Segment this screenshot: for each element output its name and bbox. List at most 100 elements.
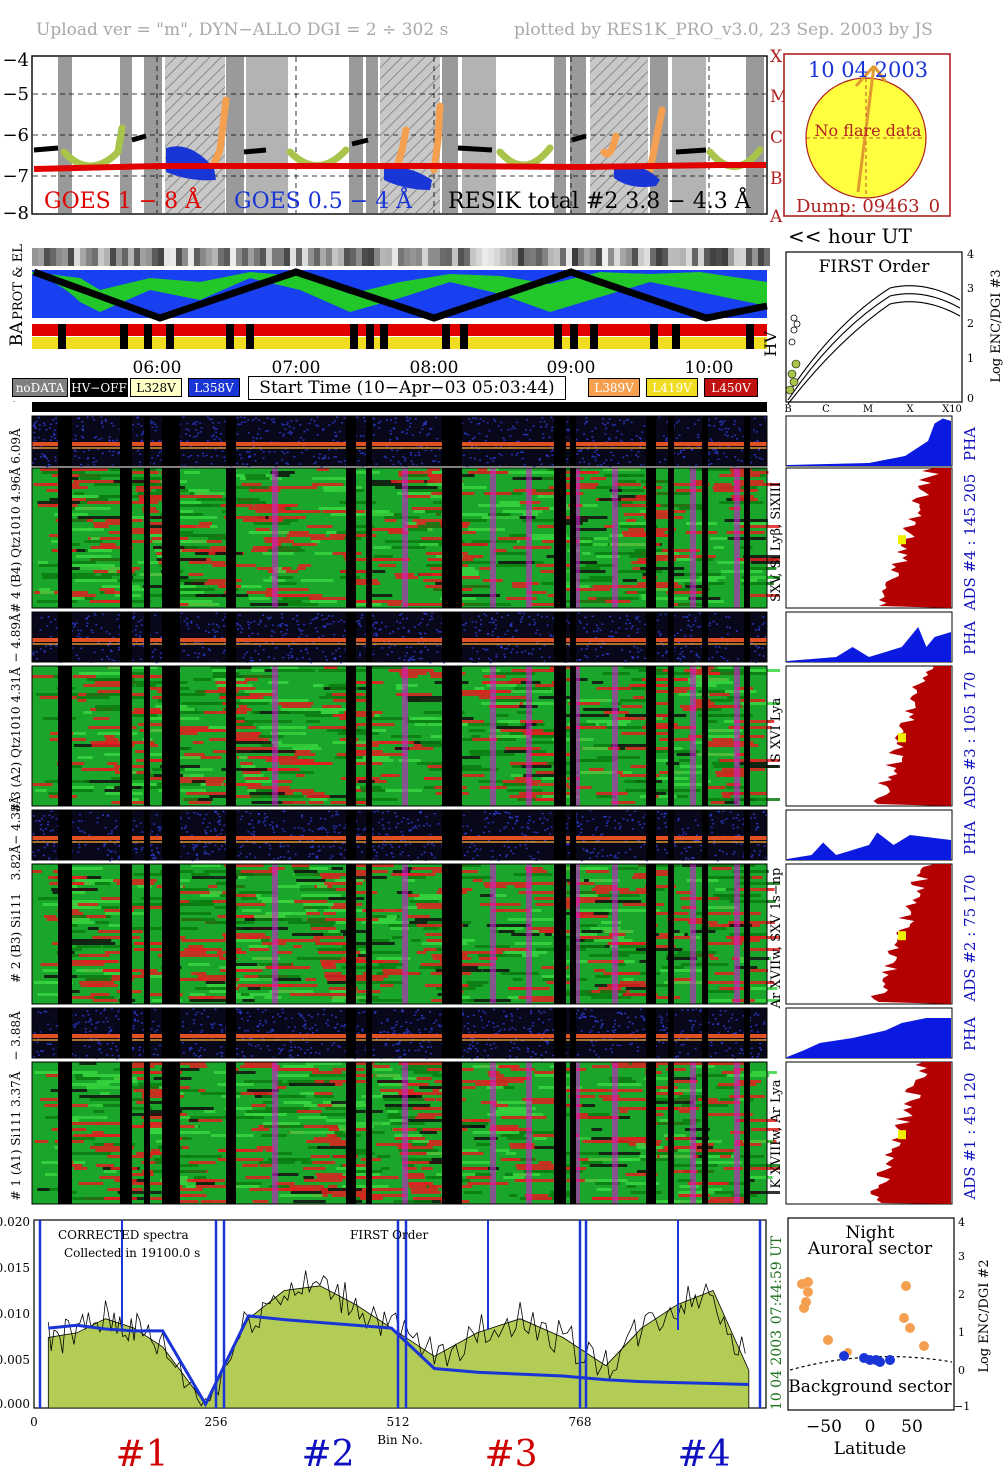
bin-label: Bin No.: [377, 1433, 423, 1447]
goes-y-ticks: −4 −5 −6 −7 −8: [2, 50, 29, 224]
ads1-label: ADS #1 : 45 120: [961, 1072, 979, 1200]
svg-text:4: 4: [967, 248, 974, 261]
svg-text:HV: HV: [764, 331, 780, 357]
background-label: Background sector: [788, 1377, 952, 1397]
aurora-panel: Night Auroral sector Background sector 4…: [787, 1216, 992, 1459]
svg-text:M: M: [863, 404, 873, 414]
sun-panel: 10 04 2003 No flare data Dump: 09463_0 <…: [783, 53, 951, 246]
ch3-pha-label: PHA: [961, 621, 979, 655]
corrected-label: CORRECTED spectra: [58, 1228, 189, 1242]
goes18-curve: [33, 162, 766, 172]
svg-text:07:00: 07:00: [272, 358, 321, 378]
svg-text:2: 2: [967, 317, 974, 330]
goes-class-letters: X M C B A: [769, 47, 787, 227]
key-l419: L419V: [646, 378, 698, 397]
hour-ut-label: << hour UT: [788, 224, 912, 246]
upload-header: Upload ver = "m", DYN−ALLO DGI = 2 ÷ 302…: [36, 20, 449, 40]
sun-date: 10 04 2003: [808, 58, 928, 82]
svg-text:9: 9: [566, 229, 577, 230]
ads3-label: ADS #3 : 105 170: [961, 672, 979, 810]
svg-text:− 3.88Å: − 3.88Å: [8, 1011, 23, 1061]
ch2-label: # 2 (B3) Si111: [9, 893, 23, 983]
background-points: [839, 1351, 895, 1367]
svg-text:7: 7: [291, 229, 302, 230]
svg-text:06:00: 06:00: [133, 358, 182, 378]
svg-text:10:00: 10:00: [685, 358, 734, 378]
ba-yellow-strip: [32, 337, 767, 349]
latitude-label: Latitude: [834, 1439, 906, 1459]
tc-label: tc: [12, 398, 26, 402]
sun-arrow: [854, 64, 888, 193]
ads-pha-panels: SXV, Si Lyβ, SiXIII S XVI Lya Ar XVIIw, …: [770, 415, 979, 1205]
ch2-pha-label: PHA: [961, 821, 979, 855]
resik-curve: [33, 133, 707, 155]
svg-text:0: 0: [967, 392, 974, 405]
prot-el-green: [32, 272, 767, 312]
svg-text:M: M: [770, 87, 787, 107]
aurora-x-ticks: −50 0 50: [806, 1417, 923, 1437]
ads4-label: ADS #4 : 145 205: [961, 474, 979, 612]
time-ticks: 06:00 07:00 08:00 09:00 10:00: [133, 358, 734, 378]
aurora-y-ticks: 4 3 2 1 0 −1: [954, 1216, 970, 1413]
svg-text:−5: −5: [2, 84, 29, 105]
plotted-header: plotted by RES1K_PRO_v3.0, 23 Sep. 2003 …: [514, 20, 933, 40]
svg-text:Log ENC/DGI #3: Log ENC/DGI #3: [989, 269, 1004, 382]
goes054-legend: GOES 0.5 − 4 Å: [234, 186, 413, 214]
svg-text:−8: −8: [2, 203, 29, 224]
svg-text:8: 8: [429, 229, 440, 230]
key-l328: L328V: [130, 378, 182, 397]
svg-text:X: X: [906, 404, 914, 414]
ch4-pha-label: PHA: [961, 427, 979, 461]
first-order-y-ticks: 4 3 2 1 0: [967, 248, 974, 405]
svg-text:6.09Å: 6.09Å: [8, 428, 23, 464]
svg-text:C: C: [770, 128, 783, 148]
svg-text:BA: BA: [7, 321, 27, 346]
svg-text:1: 1: [967, 352, 974, 365]
status-strips: PROT & EL BA 06:00 07:00 08:00 09:00 10:…: [7, 244, 770, 402]
key-l389: L389V: [588, 378, 640, 397]
first-order-label: FIRST Order: [350, 1228, 428, 1242]
goes-grid: [33, 57, 766, 213]
key-hvoff: HV−OFF: [70, 378, 128, 397]
first-order-x-ticks: B C M X X10: [784, 404, 962, 414]
hour-ticks: 6 7 8 9 10: [152, 229, 720, 230]
ch4-label: # 4 (B4) Qtz1010 4.96Å: [8, 467, 23, 613]
goes-lightcurve-panel: −4 −5 −6 −7 −8 X M C B A GOES 1 − 8 Å GO…: [2, 47, 787, 230]
goes18-legend: GOES 1 − 8 Å: [44, 186, 202, 214]
svg-text:PROT & EL: PROT & EL: [11, 244, 26, 320]
first-order-curves: [787, 285, 961, 405]
spectrum-panel: CORRECTED spectra Collected in 19100.0 s…: [0, 1215, 784, 1475]
no-flare-text: No flare data: [815, 121, 922, 140]
ch1-label: # 1 (A1) Si111 3.37Å: [8, 1071, 23, 1200]
auroral-label: Auroral sector: [807, 1239, 933, 1259]
svg-text:−6: −6: [2, 125, 29, 146]
svg-text:09:00: 09:00: [547, 358, 596, 378]
dump-text: Dump: 09463_0: [796, 196, 940, 217]
spectrum-first-order-line: [48, 1314, 749, 1408]
start-time-box: Start Time (10−Apr−03 05:03:44): [248, 376, 566, 400]
spectrum-y-ticks: 0.020 0.015 0.010 0.005 0.000: [0, 1215, 30, 1411]
svg-text:C: C: [822, 404, 830, 414]
svg-text:6: 6: [152, 229, 163, 230]
resik-legend: RESIK total #2 3.8 − 4.3 Å: [448, 186, 752, 214]
night-label: Night: [846, 1223, 895, 1243]
svg-text:3: 3: [967, 282, 974, 295]
ba-red-strip: [32, 324, 767, 336]
ch3-label: # 3 (A2) Qtz1010 4.31Å: [8, 667, 23, 813]
svg-text:−4: −4: [2, 50, 29, 71]
svg-text:B: B: [770, 169, 783, 189]
svg-text:X: X: [770, 47, 783, 67]
collected-label: Collected in 19100.0 s: [64, 1246, 200, 1260]
first-order-points: [785, 359, 801, 395]
svg-text:3.82Å− 4.33Å: 3.82Å− 4.33Å: [8, 795, 23, 880]
spectrum-x-ticks: 0 256 512 768: [30, 1415, 591, 1429]
svg-text:10: 10: [698, 229, 720, 230]
ads2-label: ADS #2 : 75 170: [961, 874, 979, 1002]
spectrum-corrected-line: [47, 1270, 746, 1407]
orbit-gray-strip: [32, 248, 770, 266]
key-nodata: noDATA: [12, 378, 68, 397]
svg-text:−7: −7: [2, 166, 29, 187]
key-l450: L450V: [704, 378, 758, 397]
tc-strip: [32, 402, 767, 412]
orbit-zigzag: [32, 268, 768, 322]
